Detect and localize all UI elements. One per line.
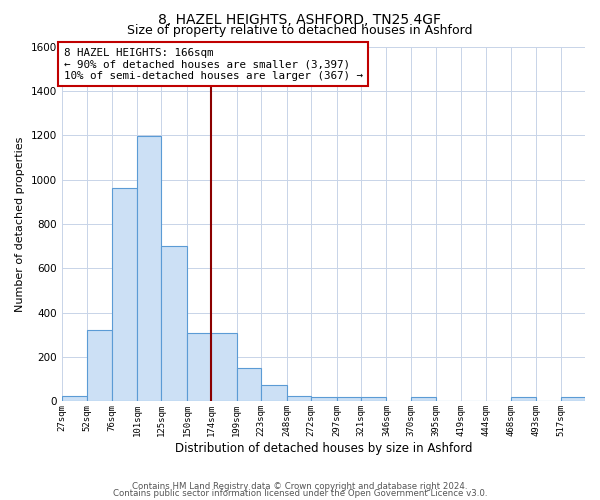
Bar [62,396,87,402]
Bar [112,188,137,402]
Text: 8 HAZEL HEIGHTS: 166sqm
← 90% of detached houses are smaller (3,397)
10% of semi: 8 HAZEL HEIGHTS: 166sqm ← 90% of detache… [64,48,363,81]
Bar [361,397,386,402]
Bar [211,332,237,402]
Bar [560,397,585,402]
Y-axis label: Number of detached properties: Number of detached properties [15,136,25,312]
Text: Contains HM Land Registry data © Crown copyright and database right 2024.: Contains HM Land Registry data © Crown c… [132,482,468,491]
Bar [161,246,187,402]
Text: Contains public sector information licensed under the Open Government Licence v3: Contains public sector information licen… [113,489,487,498]
Bar [87,330,112,402]
Bar [287,396,311,402]
Bar [337,397,361,402]
Bar [137,136,161,402]
Bar [237,368,261,402]
Bar [511,397,536,402]
Bar [411,397,436,402]
Bar [261,385,287,402]
Text: Size of property relative to detached houses in Ashford: Size of property relative to detached ho… [127,24,473,37]
Bar [311,397,337,402]
Bar [187,332,211,402]
X-axis label: Distribution of detached houses by size in Ashford: Distribution of detached houses by size … [175,442,472,455]
Text: 8, HAZEL HEIGHTS, ASHFORD, TN25 4GF: 8, HAZEL HEIGHTS, ASHFORD, TN25 4GF [158,12,442,26]
